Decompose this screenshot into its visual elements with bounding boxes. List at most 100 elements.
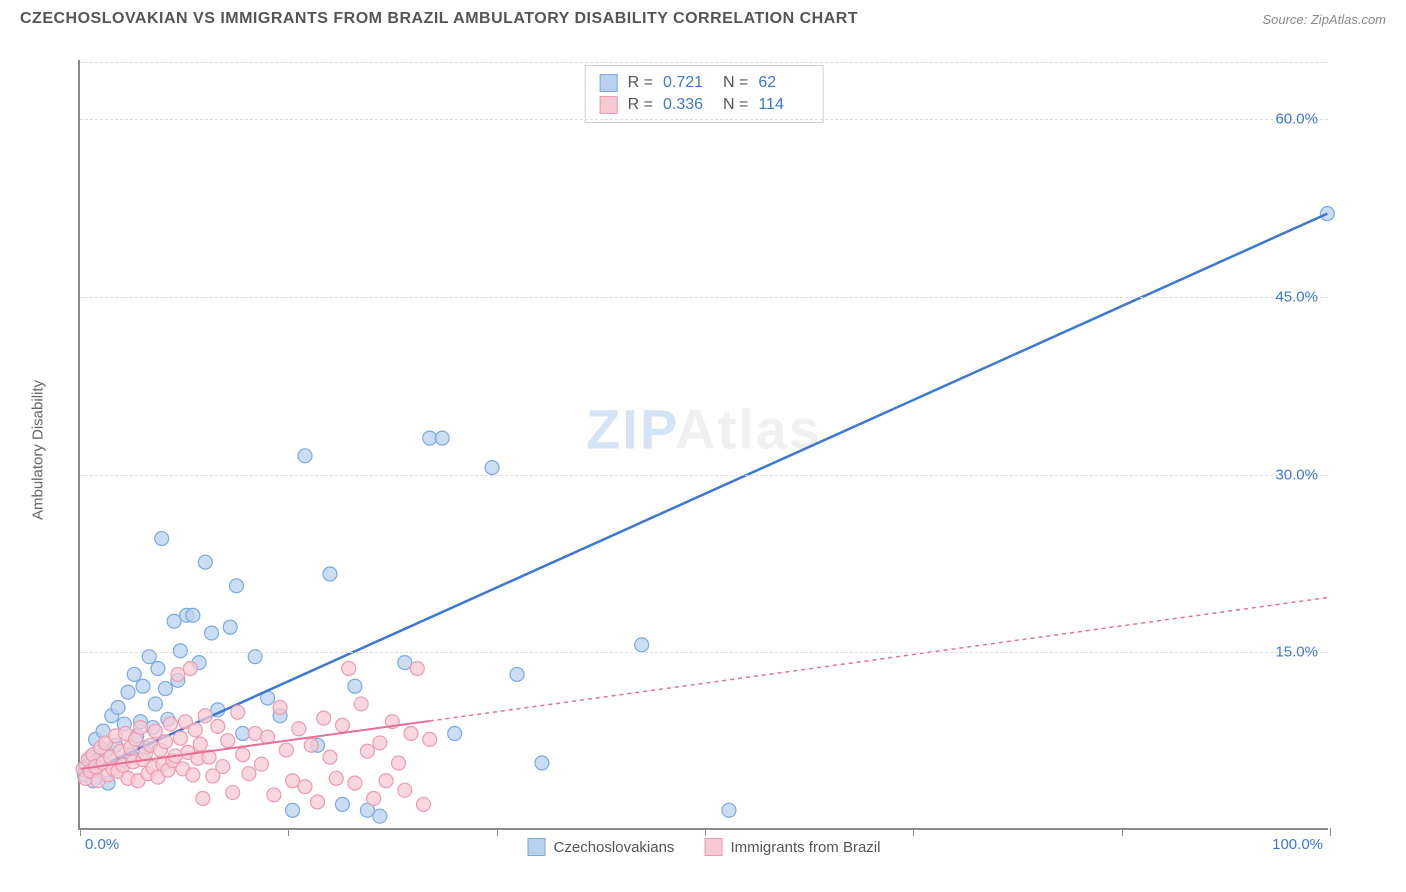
scatter-point (304, 738, 318, 752)
scatter-point (163, 717, 177, 731)
y-tick-label: 60.0% (1275, 111, 1318, 128)
scatter-point (448, 726, 462, 740)
scatter-point (423, 431, 437, 445)
x-axis-max-label: 100.0% (1272, 836, 1323, 853)
bottom-legend: Czechoslovakians Immigrants from Brazil (528, 838, 881, 856)
source-attribution: Source: ZipAtlas.com (1262, 12, 1386, 27)
scatter-point (635, 638, 649, 652)
chart-title: CZECHOSLOVAKIAN VS IMMIGRANTS FROM BRAZI… (20, 10, 858, 28)
scatter-point (231, 705, 245, 719)
scatter-point (171, 667, 185, 681)
x-tick (288, 828, 289, 836)
scatter-point (392, 756, 406, 770)
scatter-point (722, 803, 736, 817)
scatter-point (435, 431, 449, 445)
stats-n-value-1: 62 (758, 74, 808, 92)
scatter-point (211, 719, 225, 733)
legend-swatch-2 (704, 838, 722, 856)
stats-r-label-1: R = (628, 74, 653, 92)
scatter-point (373, 736, 387, 750)
scatter-point (229, 579, 243, 593)
stats-box: R = 0.721 N = 62 R = 0.336 N = 114 (585, 65, 824, 123)
gridline-h (80, 119, 1328, 120)
scatter-point (133, 721, 147, 735)
scatter-point (148, 724, 162, 738)
x-tick (80, 828, 81, 836)
scatter-point (196, 791, 210, 805)
scatter-point (404, 726, 418, 740)
legend-label-2: Immigrants from Brazil (730, 839, 880, 856)
x-tick (913, 828, 914, 836)
scatter-point (535, 756, 549, 770)
scatter-point (335, 797, 349, 811)
scatter-point (158, 682, 172, 696)
scatter-point (248, 726, 262, 740)
scatter-point (423, 732, 437, 746)
plot-svg (80, 60, 1328, 828)
gridline-h (80, 297, 1328, 298)
scatter-point (348, 776, 362, 790)
scatter-point (354, 697, 368, 711)
scatter-point (416, 797, 430, 811)
stats-n-value-2: 114 (758, 96, 808, 114)
scatter-point (242, 767, 256, 781)
scatter-point (360, 744, 374, 758)
scatter-point (188, 723, 202, 737)
scatter-point (223, 620, 237, 634)
plot-area: ZIPAtlas R = 0.721 N = 62 R = 0.336 N = … (78, 60, 1328, 830)
scatter-point (348, 679, 362, 693)
scatter-point (254, 757, 268, 771)
scatter-point (186, 768, 200, 782)
scatter-point (226, 786, 240, 800)
scatter-point (323, 750, 337, 764)
scatter-point (485, 461, 499, 475)
scatter-point (292, 722, 306, 736)
scatter-point (173, 644, 187, 658)
x-tick (1122, 828, 1123, 836)
legend-swatch-1 (528, 838, 546, 856)
x-tick (1330, 828, 1331, 836)
scatter-point (510, 667, 524, 681)
scatter-point (198, 555, 212, 569)
stats-row-series-1: R = 0.721 N = 62 (600, 72, 809, 94)
scatter-point (317, 711, 331, 725)
scatter-point (273, 701, 287, 715)
y-axis-label: Ambulatory Disability (30, 380, 47, 520)
scatter-point (329, 771, 343, 785)
stats-r-value-2: 0.336 (663, 96, 713, 114)
scatter-point (193, 737, 207, 751)
scatter-point (158, 735, 172, 749)
legend-item-1: Czechoslovakians (528, 838, 675, 856)
scatter-point (279, 743, 293, 757)
scatter-point (111, 701, 125, 715)
x-axis-min-label: 0.0% (85, 836, 119, 853)
legend-label-1: Czechoslovakians (554, 839, 675, 856)
y-tick-label: 15.0% (1275, 644, 1318, 661)
stats-n-label-2: N = (723, 96, 748, 114)
scatter-point (335, 718, 349, 732)
scatter-point (298, 449, 312, 463)
gridline-h (80, 652, 1328, 653)
scatter-point (183, 662, 197, 676)
scatter-point (236, 748, 250, 762)
y-tick-label: 30.0% (1275, 466, 1318, 483)
stats-r-label-2: R = (628, 96, 653, 114)
scatter-point (398, 656, 412, 670)
scatter-point (186, 608, 200, 622)
scatter-point (286, 803, 300, 817)
scatter-point (398, 783, 412, 797)
scatter-point (323, 567, 337, 581)
scatter-point (136, 679, 150, 693)
scatter-point (167, 614, 181, 628)
y-tick-label: 45.0% (1275, 288, 1318, 305)
scatter-point (367, 791, 381, 805)
trend-line-extension (430, 598, 1328, 721)
gridline-h (80, 475, 1328, 476)
scatter-point (221, 734, 235, 748)
scatter-point (379, 774, 393, 788)
scatter-point (298, 780, 312, 794)
scatter-point (286, 774, 300, 788)
chart-container: Ambulatory Disability ZIPAtlas R = 0.721… (48, 55, 1328, 845)
stats-row-series-2: R = 0.336 N = 114 (600, 94, 809, 116)
scatter-point (342, 662, 356, 676)
